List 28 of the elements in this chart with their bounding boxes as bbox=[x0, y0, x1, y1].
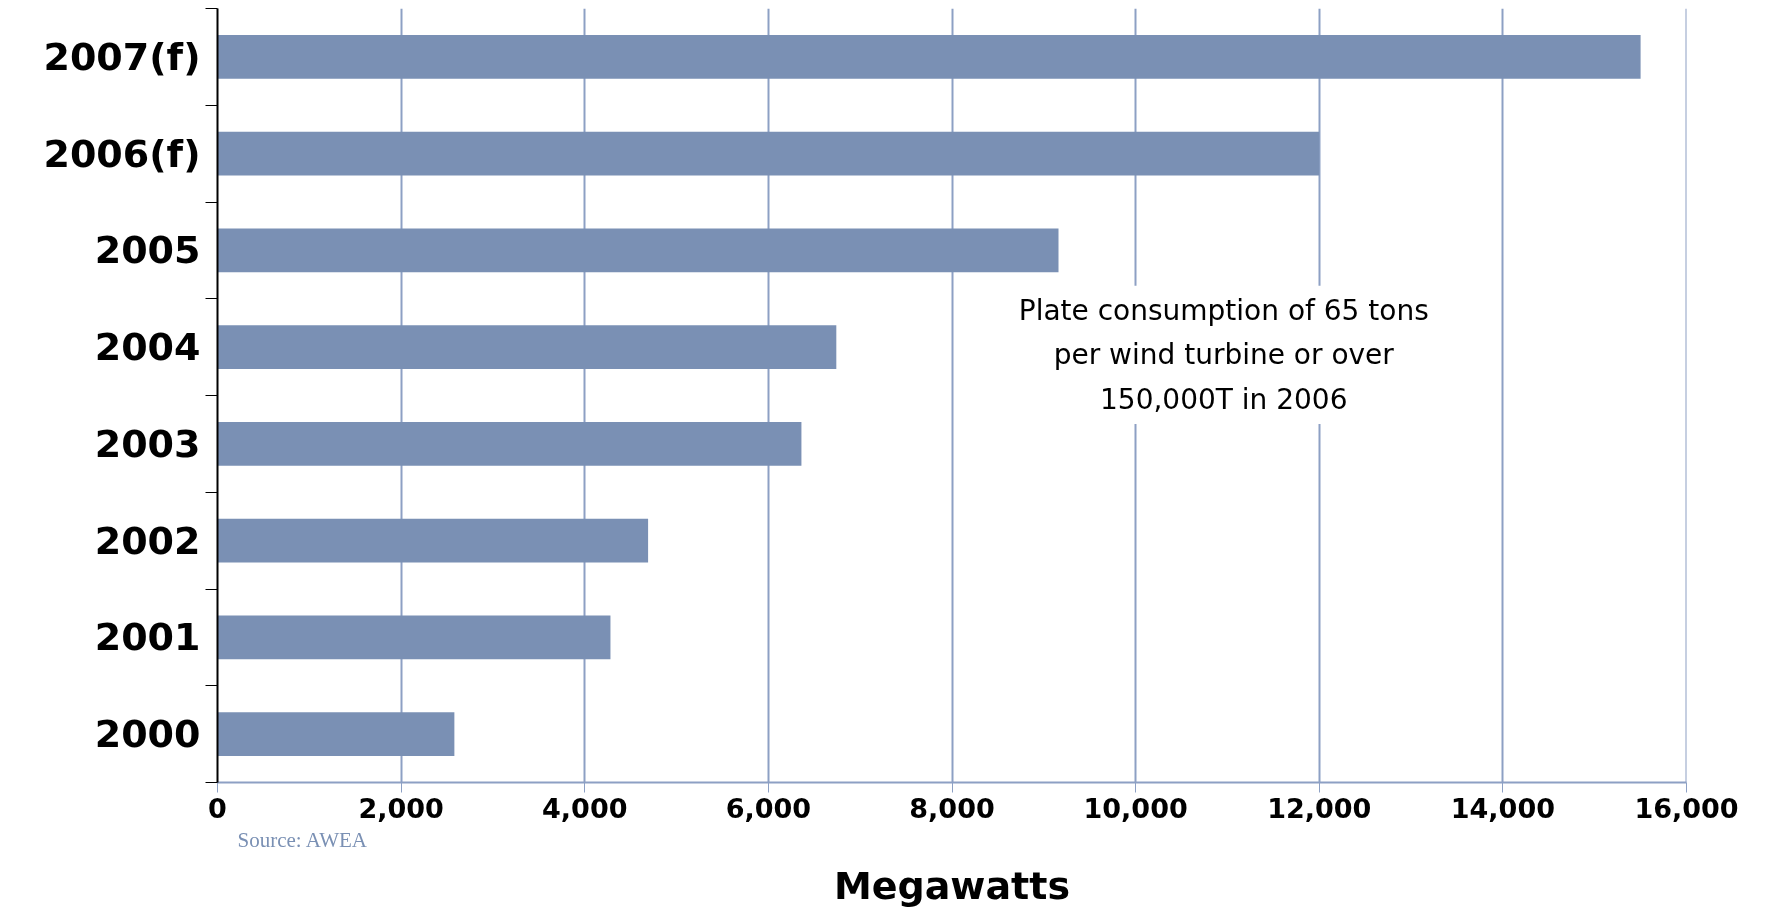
x-tick-label: 2,000 bbox=[358, 792, 444, 824]
y-tick-label: 2007(f) bbox=[43, 34, 201, 79]
x-tick-label: 0 bbox=[208, 792, 227, 824]
y-tick-label: 2006(f) bbox=[43, 131, 201, 176]
annotation: Plate consumption of 65 tons per wind turbine or over 150,000T in 2006 bbox=[1018, 293, 1429, 416]
y-tick-label: 2000 bbox=[94, 712, 201, 757]
x-tick-label: 8,000 bbox=[909, 792, 995, 824]
bar bbox=[217, 35, 1641, 79]
y-tick-label: 2004 bbox=[94, 325, 201, 370]
bar bbox=[217, 518, 649, 563]
bar bbox=[217, 712, 455, 756]
source-note: Source: AWEA bbox=[237, 827, 368, 852]
x-tick-label: 6,000 bbox=[725, 792, 812, 824]
bar bbox=[217, 325, 837, 369]
x-tick-label: 16,000 bbox=[1634, 792, 1739, 824]
y-tick-label: 2001 bbox=[94, 615, 201, 660]
y-tick-label: 2005 bbox=[94, 228, 201, 273]
bar bbox=[217, 615, 611, 660]
bar bbox=[217, 131, 1320, 176]
y-tick-label: 2003 bbox=[94, 421, 201, 466]
x-tick-label: 12,000 bbox=[1267, 792, 1372, 824]
x-axis-title: Megawatts bbox=[833, 863, 1071, 908]
bar bbox=[217, 228, 1059, 273]
x-tick-label: 10,000 bbox=[1083, 792, 1188, 824]
x-tick-label: 14,000 bbox=[1450, 792, 1555, 824]
y-tick-label: 2002 bbox=[94, 518, 201, 563]
x-tick-label: 4,000 bbox=[542, 792, 628, 824]
bar bbox=[217, 422, 802, 466]
